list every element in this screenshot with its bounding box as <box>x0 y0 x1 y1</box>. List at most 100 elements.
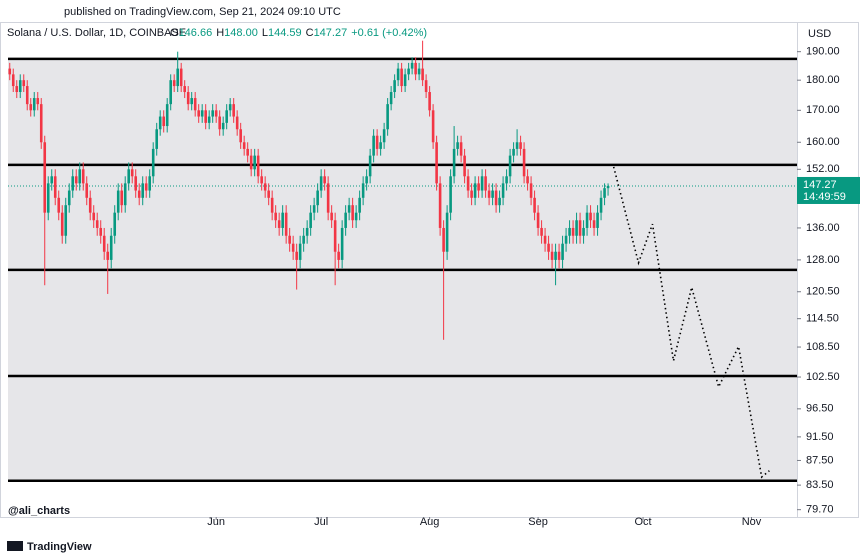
candle-body <box>116 190 120 213</box>
y-tick-label: 136.00 <box>806 222 840 234</box>
candle-body <box>389 92 393 105</box>
candle-body <box>337 251 340 260</box>
candle-body <box>428 92 431 111</box>
candle-body <box>372 135 375 156</box>
candle-body <box>158 116 162 130</box>
candle-body <box>606 185 610 189</box>
candle-body <box>148 176 152 191</box>
candle-body <box>533 197 536 213</box>
candle-body <box>88 197 92 213</box>
candle-body <box>393 80 396 93</box>
candle-body <box>179 68 183 87</box>
candle-body <box>298 243 302 260</box>
candle-body <box>477 183 480 191</box>
candle-body <box>281 212 284 228</box>
candle-body <box>438 183 442 228</box>
candle-body <box>36 98 40 105</box>
candle-body <box>561 243 564 260</box>
candle-body <box>442 227 445 252</box>
candle-body <box>407 68 410 75</box>
candle-body <box>50 176 54 184</box>
candle-body <box>456 142 459 149</box>
candle-body <box>582 227 585 236</box>
candle-body <box>487 190 491 198</box>
candle-body <box>134 176 138 191</box>
candle-body <box>221 122 225 130</box>
candle-body <box>375 135 379 149</box>
candle-body <box>526 176 529 184</box>
candle-body <box>459 142 463 156</box>
y-tick-label: 120.50 <box>806 286 840 298</box>
open: 146.66 <box>179 27 213 39</box>
candle-body <box>288 235 291 244</box>
candle-body <box>435 142 438 184</box>
candle-body <box>113 212 117 236</box>
candle-body <box>162 116 166 127</box>
candle-body <box>239 129 242 143</box>
candle-body <box>274 212 277 221</box>
candle-body <box>344 212 347 228</box>
candle-body <box>312 205 316 213</box>
candle-body <box>260 176 263 184</box>
candle-body <box>57 197 61 213</box>
candle-body <box>197 110 200 117</box>
h-label: H <box>216 27 224 39</box>
y-tick-label: 108.50 <box>806 341 840 353</box>
y-tick-label: 83.50 <box>806 479 834 491</box>
candle-body <box>15 86 19 93</box>
plot <box>8 40 797 482</box>
candle-body <box>508 155 512 177</box>
candle-body <box>550 251 554 260</box>
price-label: 147.27 <box>803 179 837 191</box>
candle-body <box>543 235 547 244</box>
candle-body <box>547 243 550 252</box>
candle-body <box>452 148 456 177</box>
candle-body <box>60 212 64 236</box>
candle-body <box>85 183 89 198</box>
candle-body <box>183 86 186 93</box>
candle-body <box>81 169 85 184</box>
candle-body <box>463 155 466 177</box>
candle-body <box>193 98 197 111</box>
candle-body <box>564 235 568 244</box>
candle-body <box>568 227 571 236</box>
projection <box>612 166 770 479</box>
candle-body <box>106 251 110 260</box>
candle-body <box>578 220 582 236</box>
c-label: C <box>306 27 314 39</box>
candle-body <box>172 80 176 87</box>
candle-body <box>361 183 365 198</box>
candle-body <box>410 62 414 69</box>
candle-body <box>11 74 15 87</box>
candle-body <box>102 235 106 252</box>
candle-body <box>232 104 235 117</box>
y-tick-label: 152.00 <box>806 163 840 175</box>
watermark: @ali_charts <box>8 505 70 517</box>
candle-body <box>494 190 498 206</box>
candle-body <box>358 197 361 213</box>
candle-body <box>46 183 50 213</box>
y-tick-label: 87.50 <box>806 454 834 466</box>
candle-body <box>263 183 267 191</box>
candle-body <box>522 148 526 177</box>
y-tick-label: 128.00 <box>806 254 840 266</box>
y-tick-label: 190.00 <box>806 46 840 58</box>
candle-body <box>326 183 330 213</box>
candle-body <box>95 220 99 228</box>
candle-body <box>99 227 103 236</box>
candle-body <box>225 110 228 123</box>
candle-body <box>424 80 428 93</box>
candle-body <box>120 190 124 206</box>
candle-body <box>123 183 127 206</box>
candle-body <box>137 190 141 198</box>
y-tick-label: 114.50 <box>806 313 839 325</box>
candle-body <box>596 212 599 228</box>
candle-body <box>204 110 207 123</box>
candle-body <box>249 155 253 170</box>
candle-body <box>8 68 12 75</box>
candle-body <box>403 74 407 87</box>
candle-body <box>396 68 400 81</box>
candle-body <box>449 176 452 213</box>
